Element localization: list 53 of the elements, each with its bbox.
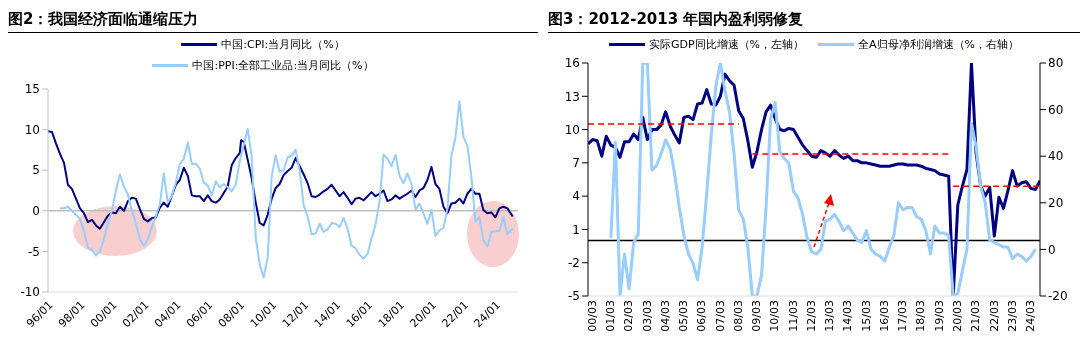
y-tick-label: -5 [568, 289, 580, 304]
x-tick-label: 21/03 [969, 300, 983, 332]
y-tick-label: 1 [572, 222, 580, 237]
y2-tick-label: 0 [1048, 242, 1056, 257]
x-tick-label: 11/03 [786, 300, 800, 332]
y2-tick-label: 60 [1048, 102, 1064, 117]
x-tick-label: 13/03 [823, 300, 837, 332]
y-tick-label: 4 [572, 189, 580, 204]
chart-title: 图2：我国经济面临通缩压力 [8, 8, 538, 33]
legend-label: 实际GDP同比增速（%，左轴） [648, 37, 805, 52]
x-tick-label: 18/03 [914, 300, 928, 332]
x-tick-label: 01/03 [604, 300, 618, 332]
x-tick-label: 17/03 [896, 300, 910, 332]
x-tick-label: 23/03 [1005, 300, 1019, 332]
x-tick-label: 07/03 [713, 300, 727, 332]
x-tick-label: 16/03 [877, 300, 891, 332]
y-tick-label: 10 [564, 122, 580, 137]
legend-label: 中国:CPI:当月同比（%） [221, 37, 345, 52]
y2-tick-label: 80 [1048, 56, 1064, 71]
y-tick-label: 7 [572, 156, 580, 171]
y-tick-label: -2 [568, 255, 580, 270]
x-tick-label: 12/03 [804, 300, 818, 332]
line-series [58, 100, 514, 279]
y-tick-label: -10 [20, 285, 40, 300]
x-tick-label: 02/03 [622, 300, 636, 332]
x-tick-label: 06/03 [695, 300, 709, 332]
x-tick-label: 00/03 [585, 300, 599, 332]
y-tick-label: -5 [28, 244, 40, 259]
y2-tick-label: 20 [1048, 196, 1064, 211]
y-tick-label: 15 [24, 82, 40, 97]
legend-label: 中国:PPI:全部工业品:当月同比（%） [192, 58, 374, 73]
x-tick-label: 14/03 [841, 300, 855, 332]
y-tick-label: 13 [564, 89, 580, 104]
x-tick-label: 19/03 [932, 300, 946, 332]
x-tick-label: 15/03 [859, 300, 873, 332]
y2-tick-label: 40 [1048, 149, 1064, 164]
y-tick-label: 5 [32, 163, 40, 178]
x-tick-label: 08/03 [731, 300, 745, 332]
x-tick-label: 03/03 [640, 300, 654, 332]
x-tick-label: 10/03 [768, 300, 782, 332]
y-tick-label: 16 [564, 56, 580, 71]
x-tick-label: 09/03 [750, 300, 764, 332]
chart-title: 图3：2012-2013 年国内盈利弱修复 [548, 8, 1080, 33]
x-tick-label: 04/03 [658, 300, 672, 332]
legend-label: 全A归母净利润增速（%，右轴） [858, 37, 1020, 52]
y-tick-label: 10 [24, 122, 40, 137]
x-tick-label: 20/03 [951, 300, 965, 332]
y-tick-label: 0 [32, 204, 40, 219]
y2-tick-label: -20 [1048, 289, 1068, 304]
x-tick-label: 24/03 [1024, 300, 1038, 332]
line-series [48, 130, 514, 230]
x-tick-label: 22/03 [987, 300, 1001, 332]
x-tick-label: 05/03 [677, 300, 691, 332]
